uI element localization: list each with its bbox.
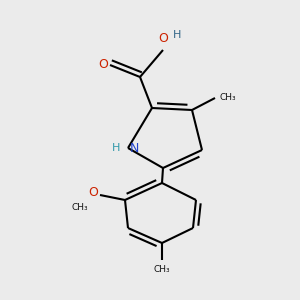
Text: CH₃: CH₃ [220,94,237,103]
Text: O: O [88,187,98,200]
Text: O: O [98,58,108,71]
Text: N: N [130,142,140,154]
Text: CH₃: CH₃ [71,203,88,212]
Text: H: H [173,30,182,40]
Text: O: O [158,32,168,45]
Text: H: H [112,143,120,153]
Text: CH₃: CH₃ [154,265,170,274]
